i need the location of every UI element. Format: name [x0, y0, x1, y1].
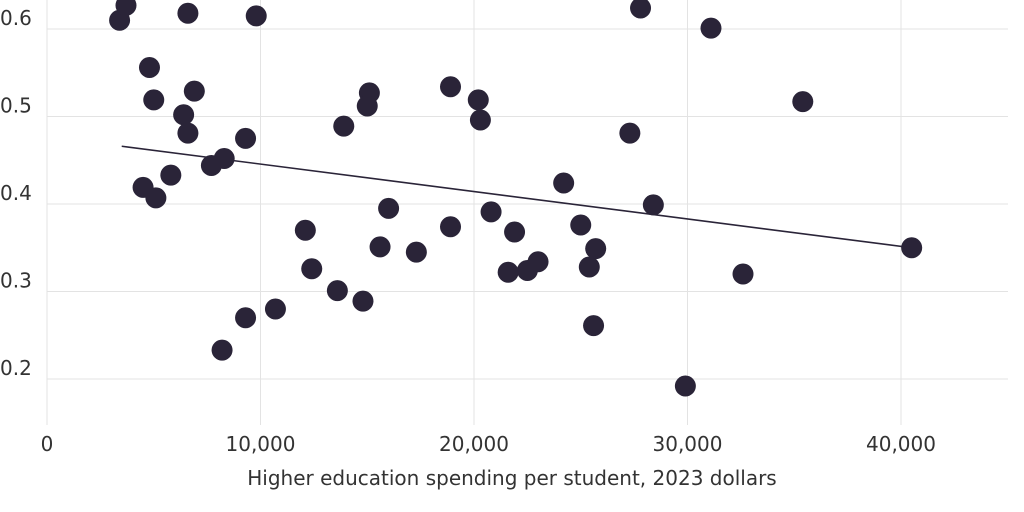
grid-layer: [46, 0, 1008, 425]
data-point: [480, 201, 502, 223]
data-point: [115, 0, 137, 16]
data-point: [235, 307, 257, 329]
y-tick-label: 0.6: [0, 6, 32, 30]
data-point: [570, 214, 592, 236]
data-point: [674, 375, 696, 397]
data-point: [578, 256, 600, 278]
data-point: [497, 261, 519, 283]
data-point: [369, 236, 391, 258]
data-point: [326, 280, 348, 302]
data-point: [583, 315, 605, 337]
data-point: [177, 122, 199, 144]
x-tick-label: 20,000: [439, 432, 509, 456]
data-point: [245, 5, 267, 27]
data-point: [235, 127, 257, 149]
data-point: [630, 0, 652, 19]
data-point: [792, 91, 814, 113]
data-point: [211, 339, 233, 361]
data-point: [173, 104, 195, 126]
x-tick-label: 10,000: [226, 432, 296, 456]
y-tick-label: 0.2: [0, 356, 32, 380]
tick-layer: 0 10,000 20,000 30,000 40,000 0.2 0.3 0.4 0.5 0.6: [0, 6, 936, 456]
x-tick-label: 0: [41, 432, 54, 456]
data-point: [901, 237, 923, 259]
y-tick-label: 0.4: [0, 181, 32, 205]
data-point: [352, 290, 374, 312]
data-point: [732, 263, 754, 285]
data-point: [145, 187, 167, 209]
data-point: [553, 172, 575, 194]
data-point: [177, 2, 199, 24]
data-point: [467, 89, 489, 111]
data-point: [264, 298, 286, 320]
y-tick-label: 0.5: [0, 94, 32, 118]
data-point: [585, 238, 607, 260]
data-point: [469, 109, 491, 131]
trend-line: [121, 145, 912, 249]
data-point: [619, 122, 641, 144]
trend-layer: [121, 145, 912, 249]
data-point: [138, 57, 160, 78]
data-point: [333, 115, 355, 137]
data-point: [642, 194, 664, 216]
data-point: [405, 241, 427, 263]
data-point: [183, 80, 205, 102]
x-tick-label: 40,000: [866, 432, 936, 456]
x-tick-label: 30,000: [653, 432, 723, 456]
data-point: [440, 216, 462, 238]
data-point: [356, 95, 378, 117]
data-point: [160, 164, 182, 186]
data-point: [200, 155, 222, 176]
data-point: [143, 89, 165, 111]
data-point: [700, 17, 722, 39]
data-point: [301, 258, 323, 280]
y-tick-label: 0.3: [0, 269, 32, 293]
data-point: [378, 197, 400, 219]
data-point: [504, 221, 526, 243]
point-layer: [109, 0, 923, 397]
x-axis-label: Higher education spending per student, 2…: [247, 466, 776, 490]
data-point: [294, 219, 316, 241]
data-point: [440, 76, 462, 98]
data-point: [527, 251, 549, 273]
